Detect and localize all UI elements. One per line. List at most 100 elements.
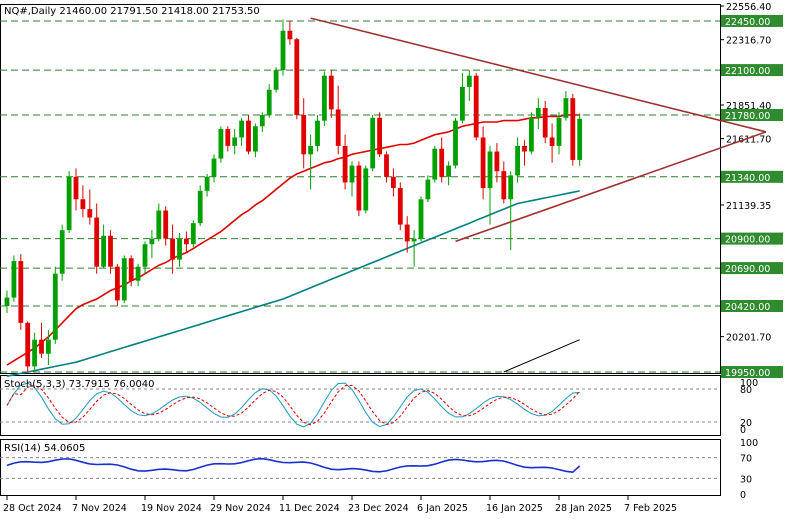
candle-body <box>301 115 307 155</box>
candle-body <box>39 339 44 354</box>
candle-body <box>184 238 189 245</box>
candle-body <box>425 179 431 200</box>
candle-body <box>32 339 37 367</box>
level-label-bg <box>721 232 783 245</box>
level-label: 20420.00 <box>725 302 770 313</box>
level-label: 21340.00 <box>725 173 770 184</box>
ma-fast-line <box>6 114 580 366</box>
candle-body <box>397 188 403 225</box>
candle-body <box>494 151 500 172</box>
level-label: 22450.00 <box>725 17 770 28</box>
ma-slow-line <box>6 190 580 377</box>
level-label-bg <box>721 64 783 77</box>
rsi-level-label: 0 <box>740 490 746 501</box>
candle-body <box>259 115 265 127</box>
triangle-trendlines <box>310 17 767 243</box>
candle-body <box>156 210 162 239</box>
y-tick-label: 22316.70 <box>726 36 771 47</box>
candle-body <box>466 75 472 87</box>
candle-body <box>349 165 355 183</box>
candle-body <box>570 98 576 160</box>
candle-body <box>66 176 72 231</box>
candle-body <box>46 339 51 354</box>
x-tick-label: 19 Nov 2024 <box>141 503 202 514</box>
candle-body <box>549 137 555 146</box>
candle-body <box>266 89 272 116</box>
candle-body <box>418 199 424 239</box>
level-label-bg <box>721 366 783 378</box>
rsi-panel: 100 70 30 0 <box>0 438 758 501</box>
candle-body <box>4 297 10 307</box>
y-tick-label: 21611.70 <box>726 135 771 146</box>
candle-body <box>246 120 251 152</box>
candle-body <box>121 258 127 301</box>
candle-body <box>432 148 438 180</box>
candle-body <box>391 176 396 189</box>
stoch-min-label: 0 <box>740 425 746 436</box>
x-tick-label: 7 Nov 2024 <box>72 503 127 514</box>
candle-body <box>204 176 210 191</box>
level-label-bg <box>721 14 783 27</box>
stoch-level-label: 20 <box>740 418 752 429</box>
candle-body <box>384 154 389 177</box>
price-axis: 22556.40 22316.70 21851.40 21611.70 21139.35… <box>720 2 771 344</box>
candle-body <box>473 75 479 138</box>
x-tick-label: 28 Oct 2024 <box>3 503 62 514</box>
candle-body <box>322 75 327 121</box>
candle-body <box>377 117 382 155</box>
candle-body <box>522 145 527 152</box>
candle-body <box>239 120 244 138</box>
x-tick-label: 7 Feb 2025 <box>624 503 677 514</box>
candle-body <box>370 117 376 169</box>
candle-body <box>218 129 224 159</box>
candle-body <box>294 39 300 116</box>
rsi-panel-frame <box>0 439 721 496</box>
candle-body <box>315 120 320 146</box>
candle-body <box>108 235 113 267</box>
candle-body <box>94 217 100 267</box>
candle-body <box>508 175 514 200</box>
y-tick-label: 22556.40 <box>726 2 771 13</box>
level-label: 21780.00 <box>725 111 770 122</box>
candle-body <box>342 145 348 183</box>
candle-body <box>308 145 313 155</box>
candle-body <box>453 120 458 166</box>
candle-body <box>535 108 541 118</box>
y-tick-label: 20201.70 <box>726 333 771 344</box>
candle-body <box>59 230 65 274</box>
candle-body <box>142 244 148 267</box>
candle-body <box>80 199 86 210</box>
candle-body <box>135 266 141 281</box>
rsi-title: RSI(14) 54.0605 <box>4 443 85 454</box>
level-label-bg <box>721 300 783 313</box>
candle-body <box>25 322 31 367</box>
stochastic-panel: 80 20 100 0 <box>0 378 758 436</box>
level-label: 22100.00 <box>725 66 770 77</box>
candle-body <box>128 258 134 281</box>
candle-body <box>253 126 258 152</box>
candle-body <box>211 158 217 177</box>
candle-body <box>404 224 410 242</box>
candle-body <box>197 190 203 224</box>
candle-body <box>501 171 507 200</box>
candle-body <box>11 261 17 298</box>
rsi-level-label: 100 <box>740 438 758 449</box>
candle-body <box>101 235 106 267</box>
level-label-bg <box>721 262 783 275</box>
candle-body <box>487 151 493 189</box>
time-axis: 28 Oct 2024 7 Nov 2024 19 Nov 2024 29 Nov 2… <box>3 496 677 514</box>
candle-body <box>225 129 231 146</box>
candle-body <box>73 176 79 200</box>
candle-body <box>177 238 182 260</box>
candle-body <box>446 165 451 177</box>
candle-body <box>18 261 24 323</box>
candlesticks <box>4 19 583 372</box>
candle-body <box>480 137 486 189</box>
candle-body <box>577 118 583 160</box>
moving-averages <box>6 114 580 377</box>
stoch-k-line <box>6 382 580 428</box>
x-tick-label: 6 Jan 2025 <box>417 503 468 514</box>
rsi-line <box>6 457 581 474</box>
y-tick-label: 21139.35 <box>726 201 771 212</box>
